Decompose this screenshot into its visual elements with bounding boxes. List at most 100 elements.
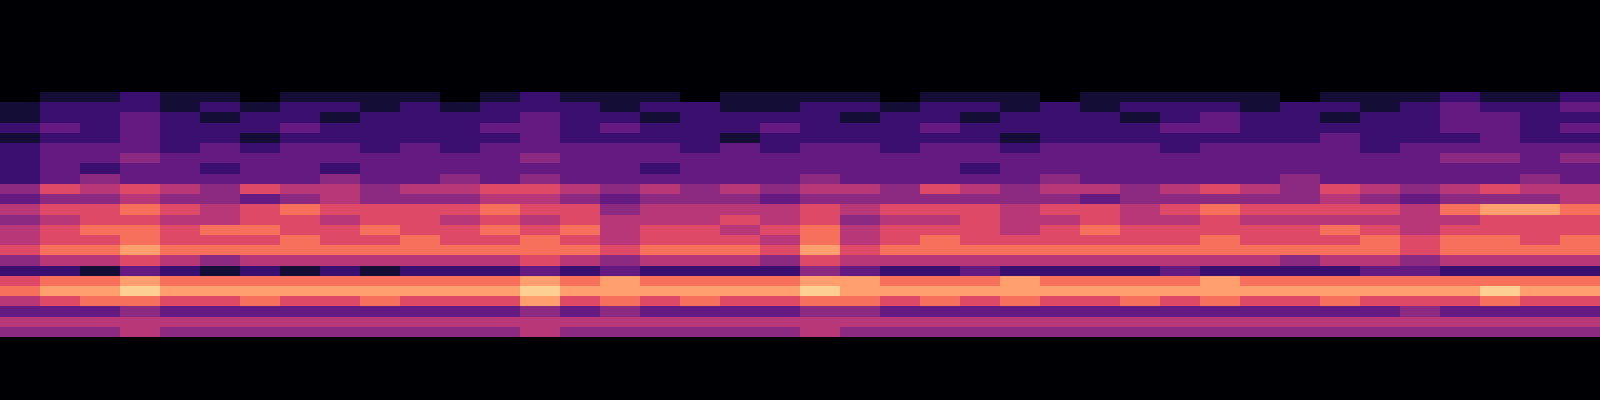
cell	[840, 194, 881, 205]
cell	[1520, 143, 1561, 154]
cell	[560, 306, 601, 317]
cell	[320, 153, 361, 164]
cell	[80, 112, 121, 123]
cell	[600, 92, 641, 103]
cell	[840, 255, 881, 266]
cell	[920, 184, 961, 195]
cell	[80, 266, 121, 277]
cell	[1280, 255, 1321, 266]
cell	[1520, 102, 1561, 113]
cell	[1320, 112, 1361, 123]
cell	[1040, 296, 1081, 307]
cell	[320, 266, 361, 277]
cell	[240, 306, 281, 317]
cell	[360, 245, 401, 256]
cell	[0, 153, 41, 164]
cell	[560, 327, 601, 337]
cell	[400, 296, 441, 307]
cell	[1400, 163, 1441, 174]
cell	[640, 215, 681, 226]
cell	[840, 235, 881, 246]
cell	[1440, 163, 1481, 174]
cell	[800, 133, 841, 144]
cell	[1280, 163, 1321, 174]
cell	[1480, 225, 1521, 236]
cell	[600, 163, 641, 174]
cell	[600, 286, 641, 297]
cell	[80, 225, 121, 236]
cell	[1160, 317, 1201, 328]
cell	[960, 163, 1001, 174]
cell	[200, 255, 241, 266]
cell	[760, 255, 801, 266]
cell	[1120, 235, 1161, 246]
cell	[320, 174, 361, 185]
cell	[880, 194, 921, 205]
cell	[360, 266, 401, 277]
cell	[960, 225, 1001, 236]
cell	[1440, 143, 1481, 154]
cell	[1440, 306, 1481, 317]
cell	[680, 204, 721, 215]
cell	[920, 153, 961, 164]
cell	[1000, 133, 1041, 144]
cell	[360, 163, 401, 174]
cell	[320, 327, 361, 337]
cell	[680, 112, 721, 123]
cell	[320, 296, 361, 307]
cell	[80, 306, 121, 317]
cell	[1320, 133, 1361, 144]
cell	[1200, 153, 1241, 164]
cell	[1360, 102, 1401, 113]
cell	[960, 194, 1001, 205]
cell	[1120, 245, 1161, 256]
cell	[400, 204, 441, 215]
cell	[520, 112, 561, 123]
cell	[720, 235, 761, 246]
cell	[80, 235, 121, 246]
cell	[1160, 327, 1201, 337]
cell	[960, 317, 1001, 328]
cell	[40, 194, 81, 205]
cell	[1480, 163, 1521, 174]
cell	[1040, 317, 1081, 328]
cell	[1280, 296, 1321, 307]
cell	[440, 204, 481, 215]
cell	[400, 184, 441, 195]
cell	[120, 225, 161, 236]
cell	[1280, 174, 1321, 185]
cell	[1200, 174, 1241, 185]
cell	[1000, 255, 1041, 266]
cell	[160, 266, 201, 277]
cell	[1120, 184, 1161, 195]
cell	[1520, 317, 1561, 328]
cell	[720, 92, 761, 103]
cell	[1160, 286, 1201, 297]
cell	[760, 317, 801, 328]
cell	[360, 317, 401, 328]
cell	[160, 112, 201, 123]
cell	[1320, 266, 1361, 277]
cell	[240, 255, 281, 266]
cell	[1000, 327, 1041, 337]
cell	[1040, 174, 1081, 185]
cell	[40, 184, 81, 195]
cell	[1480, 102, 1521, 113]
cell	[1360, 327, 1401, 337]
cell	[1360, 184, 1401, 195]
cell	[1520, 255, 1561, 266]
cell	[1280, 266, 1321, 277]
cell	[1160, 245, 1201, 256]
cell	[1280, 276, 1321, 287]
cell	[1120, 266, 1161, 277]
cell	[480, 204, 521, 215]
cell	[560, 317, 601, 328]
cell	[1560, 92, 1600, 103]
cell	[1240, 306, 1281, 317]
cell	[600, 306, 641, 317]
cell	[1080, 225, 1121, 236]
cell	[1560, 153, 1600, 164]
cell	[1160, 143, 1201, 154]
cell	[1160, 266, 1201, 277]
cell	[680, 266, 721, 277]
